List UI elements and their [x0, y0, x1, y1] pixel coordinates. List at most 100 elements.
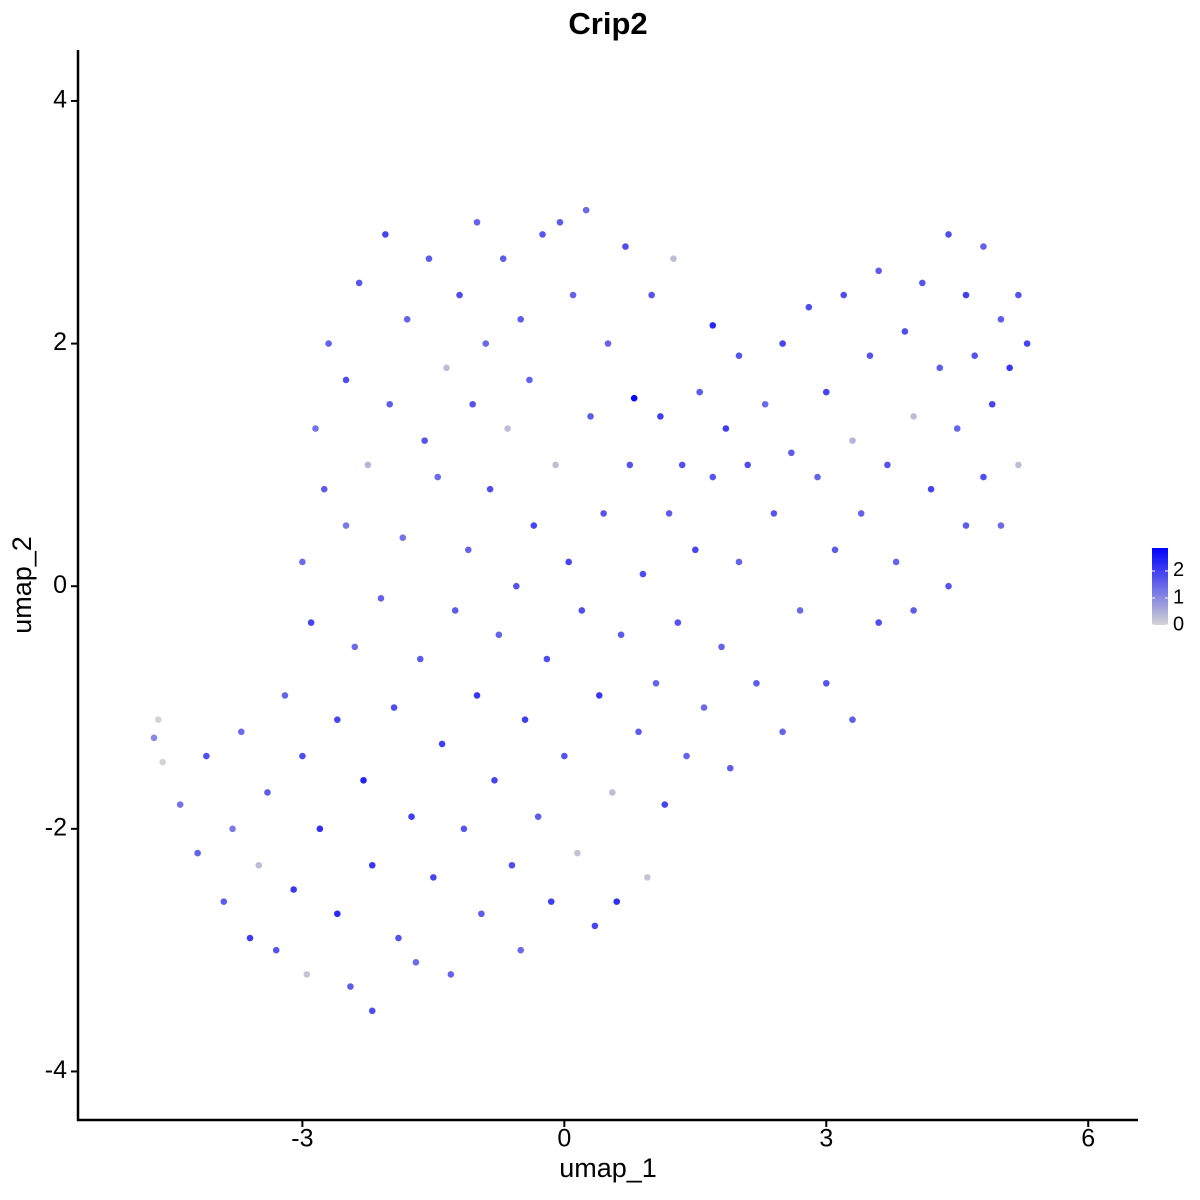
cell-point — [272, 946, 280, 954]
cell-point — [595, 692, 603, 699]
cell-point — [1006, 364, 1013, 372]
cell-point — [307, 619, 315, 626]
cell-point — [945, 582, 952, 590]
cell-point — [517, 316, 524, 323]
cell-point — [1015, 461, 1022, 469]
cell-point — [980, 473, 987, 481]
cell-point — [229, 825, 236, 833]
cell-point — [661, 801, 669, 808]
cell-point — [591, 922, 599, 930]
cell-point — [626, 461, 634, 469]
cell-point — [609, 789, 616, 796]
cell-point — [971, 352, 979, 360]
cell-point — [237, 728, 245, 736]
cell-point — [377, 595, 385, 602]
cell-point — [639, 570, 647, 578]
cell-point — [700, 704, 708, 711]
cell-point — [464, 546, 472, 554]
cell-point — [552, 461, 559, 469]
cell-point — [657, 413, 664, 420]
cell-point — [325, 340, 332, 347]
cell-point — [355, 279, 363, 287]
cell-point — [281, 692, 289, 699]
cell-point — [927, 485, 935, 493]
cell-point — [578, 607, 586, 614]
x-axis-label: umap_1 — [559, 1153, 657, 1183]
cell-point — [849, 716, 856, 723]
cell-point — [997, 316, 1005, 323]
cell-point — [901, 328, 909, 335]
cell-point — [150, 734, 158, 742]
cell-point — [884, 461, 891, 469]
cell-point — [547, 898, 555, 905]
cell-point — [648, 291, 655, 299]
cell-point — [382, 231, 389, 238]
cell-point — [1023, 340, 1031, 347]
cell-point — [364, 461, 372, 469]
cell-point — [395, 934, 402, 942]
cell-point — [726, 764, 734, 772]
cell-point — [255, 861, 263, 869]
cell-point — [919, 279, 926, 287]
cell-point — [683, 752, 690, 760]
cell-point — [469, 400, 476, 408]
cell-point — [438, 740, 446, 748]
cell-point — [753, 679, 760, 687]
cell-point — [421, 437, 428, 444]
cell-point — [779, 340, 786, 347]
cell-point — [334, 716, 341, 723]
cell-point — [430, 874, 437, 881]
cell-point — [347, 983, 354, 990]
cell-point — [491, 777, 498, 784]
y-tick-label: 2 — [53, 328, 67, 356]
cell-point — [910, 413, 917, 420]
cell-point — [814, 473, 821, 481]
cell-point — [735, 558, 743, 566]
cell-point — [517, 946, 524, 954]
cell-point — [155, 716, 162, 723]
cell-point — [805, 303, 813, 311]
cell-point — [460, 825, 468, 833]
y-axis-label: umap_2 — [7, 536, 37, 634]
colorbar-tick-label: 2 — [1173, 559, 1184, 581]
cell-point — [368, 861, 376, 869]
x-tick-label: -3 — [291, 1125, 313, 1153]
cell-point — [718, 643, 725, 651]
colorbar — [1152, 548, 1168, 625]
cell-point — [473, 692, 481, 699]
cell-point — [587, 413, 594, 420]
cell-point — [735, 352, 743, 360]
cell-point — [320, 485, 328, 493]
cell-point — [988, 400, 996, 408]
y-tick-label: -4 — [45, 1056, 67, 1084]
cell-point — [849, 437, 856, 444]
cell-point — [678, 461, 686, 469]
cell-point — [709, 473, 717, 481]
cell-point — [962, 522, 970, 529]
cell-point — [495, 631, 503, 639]
cell-point — [312, 425, 319, 432]
x-tick-label: 3 — [819, 1125, 833, 1153]
cell-point — [473, 218, 481, 226]
cell-point — [779, 728, 786, 736]
cell-point — [451, 607, 459, 614]
cell-point — [456, 291, 463, 299]
y-tick-label: -2 — [45, 813, 67, 841]
cell-point — [521, 716, 529, 723]
cell-point — [866, 352, 874, 360]
cell-point — [425, 255, 433, 262]
cell-point — [408, 813, 415, 821]
cell-point — [390, 704, 398, 711]
chart-title: Crip2 — [568, 6, 647, 41]
cell-point — [499, 255, 507, 262]
cell-point — [643, 874, 651, 881]
cell-point — [508, 861, 516, 869]
cell-point — [574, 849, 581, 857]
cell-point — [303, 971, 311, 978]
cell-point — [744, 461, 752, 469]
cell-point — [316, 825, 324, 833]
cell-point — [665, 510, 673, 517]
cell-point — [696, 388, 703, 396]
cell-point — [953, 425, 961, 432]
x-tick-label: 6 — [1081, 1125, 1095, 1153]
